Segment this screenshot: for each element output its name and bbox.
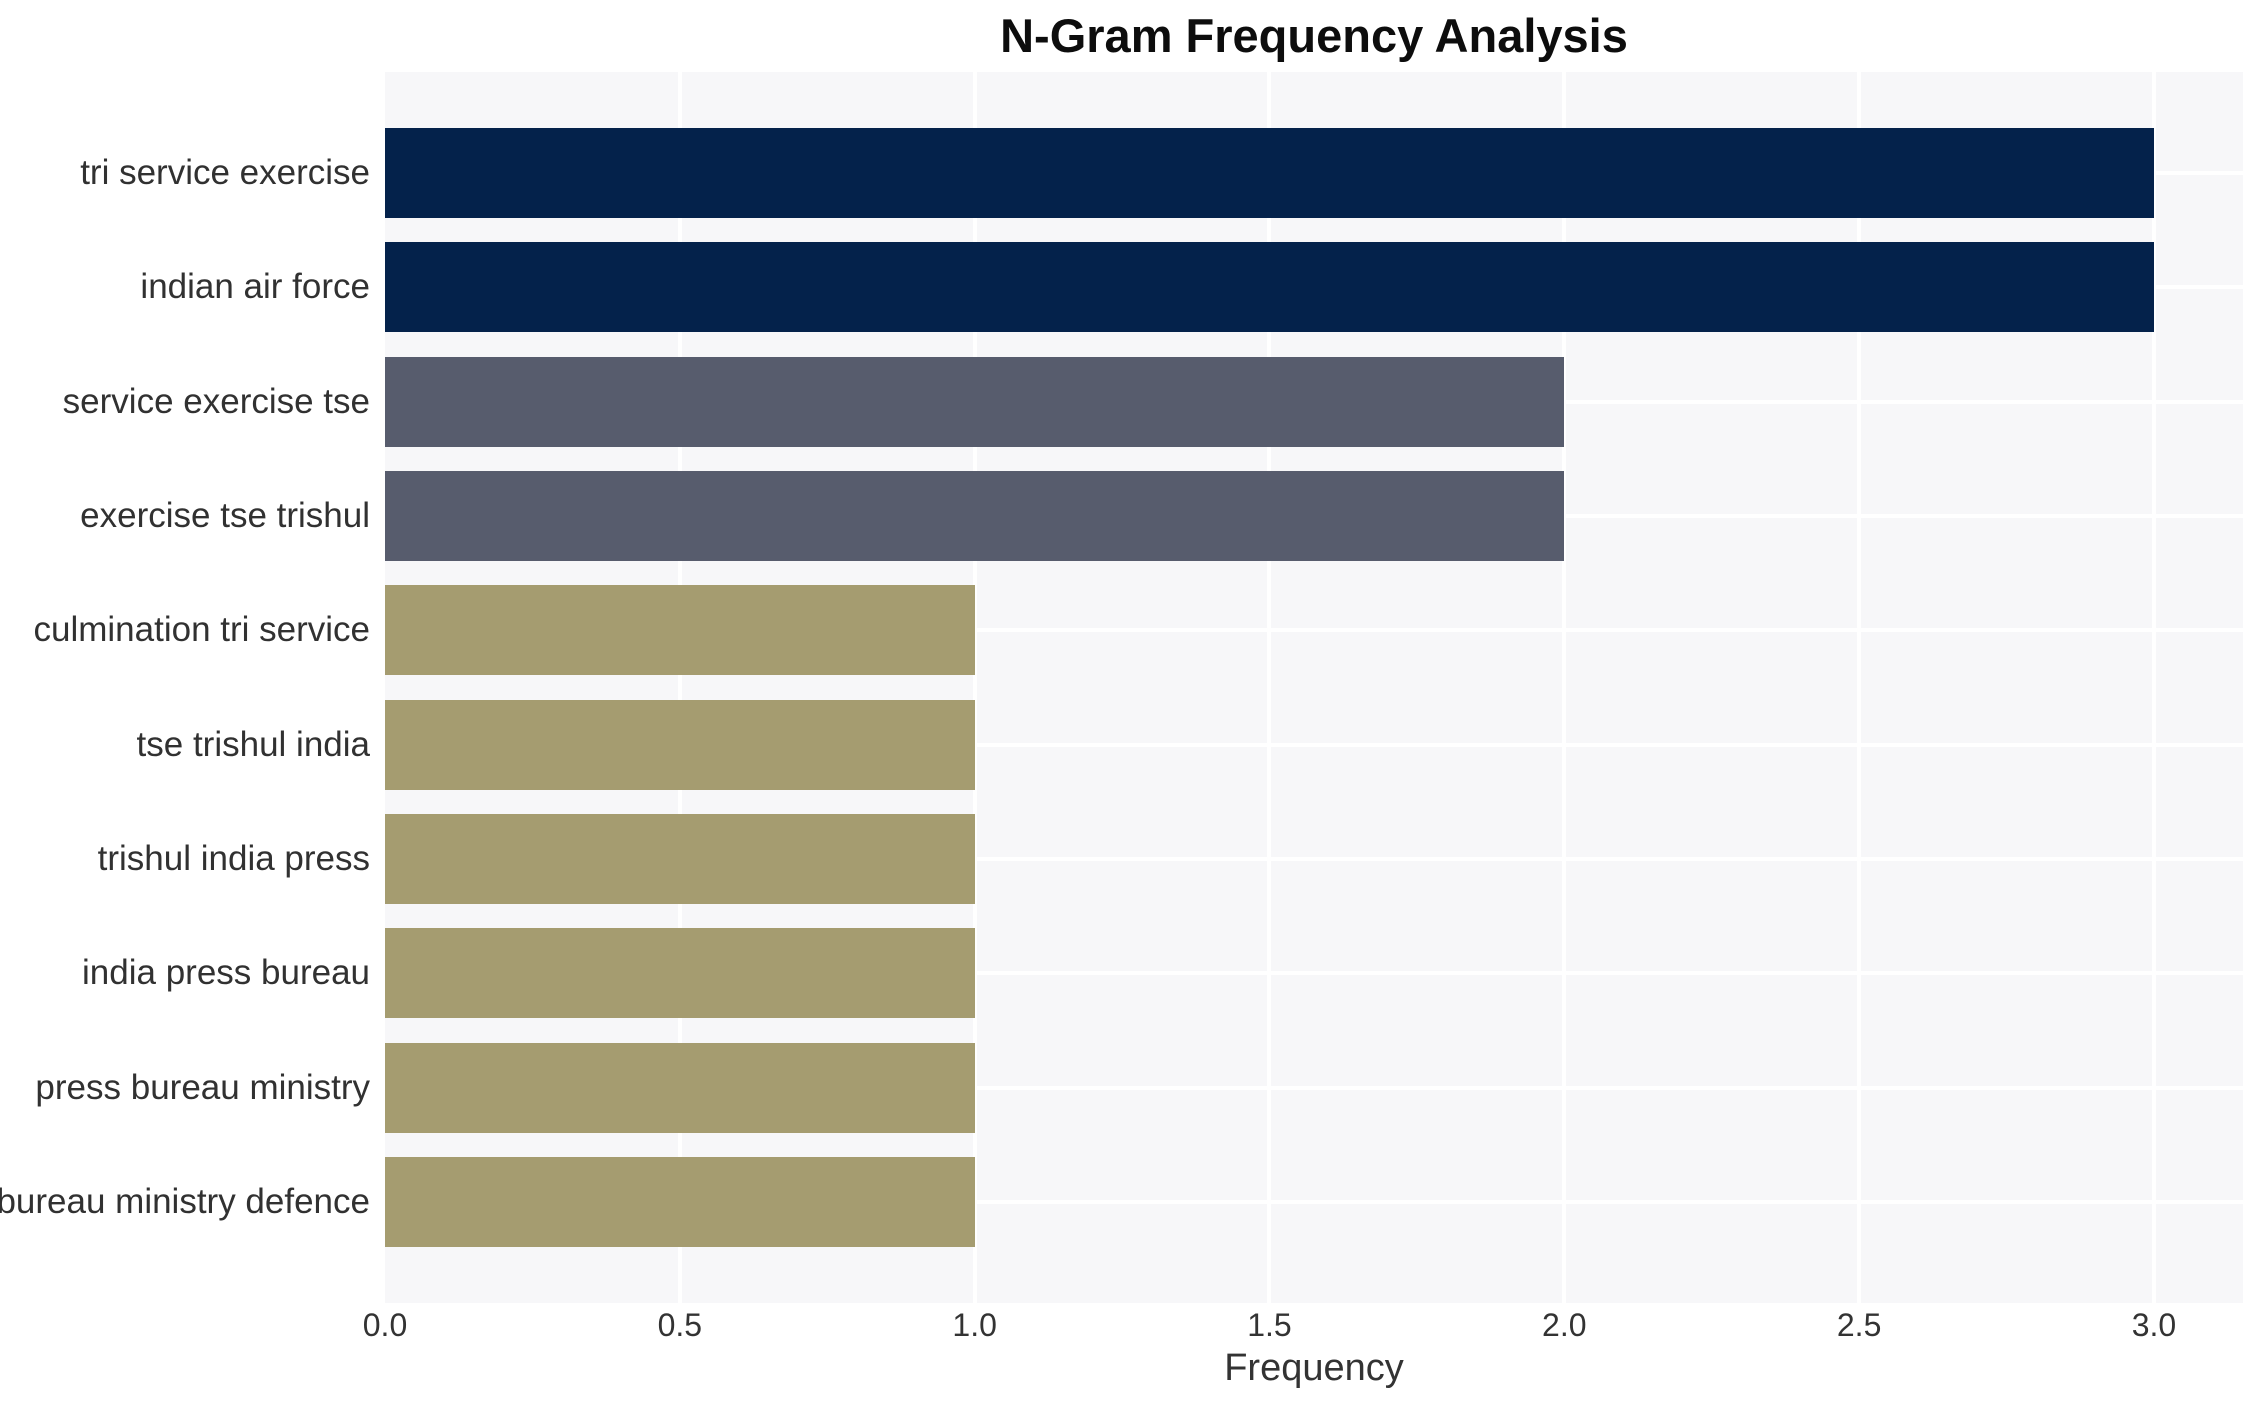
x-tick-label: 1.0 <box>952 1307 997 1343</box>
bar-row <box>385 459 2243 573</box>
h-gridline <box>385 1085 2243 1090</box>
bar-row <box>385 573 2243 687</box>
bar-row <box>385 1030 2243 1144</box>
category-label: tse trishul india <box>136 724 370 764</box>
x-tick-label: 3.0 <box>2131 1307 2177 1343</box>
bar-trishul-india-press <box>385 813 975 904</box>
v-gridline-0.5 <box>677 72 682 1303</box>
bar-exercise-tse-trishul <box>385 471 1565 562</box>
bar-row <box>385 802 2243 916</box>
x-tick-label: 2.5 <box>1836 1307 1882 1343</box>
category-label: press bureau ministry <box>35 1067 370 1107</box>
v-gridline-3.0 <box>2151 72 2156 1303</box>
chart-title: N-Gram Frequency Analysis <box>1000 9 1628 62</box>
h-gridline <box>385 856 2243 861</box>
x-axis-ticks: 0.0 0.5 1.0 1.5 2.0 2.5 3.0 <box>363 1307 2243 1343</box>
bar-row <box>385 687 2243 801</box>
x-tick-label: 1.5 <box>1247 1307 1292 1343</box>
h-gridline <box>385 742 2243 747</box>
bar-tse-trishul-india <box>385 699 975 790</box>
v-gridline-2.5 <box>1857 72 1862 1303</box>
bar-row <box>385 230 2243 344</box>
bar-service-exercise-tse <box>385 356 1565 447</box>
bar-bureau-ministry-defence <box>385 1156 975 1247</box>
category-label: trishul india press <box>97 838 370 878</box>
x-tick-label: 0.5 <box>657 1307 703 1343</box>
bar-tri-service-exercise <box>385 128 2154 219</box>
bar-indian-air-force <box>385 242 2154 333</box>
category-label: culmination tri service <box>33 610 371 650</box>
category-label: indian air force <box>140 267 370 307</box>
v-gridline-2.0 <box>1562 72 1567 1303</box>
category-label: bureau ministry defence <box>0 1181 370 1221</box>
h-gridline <box>385 971 2243 976</box>
v-gridline-1.5 <box>1267 72 1272 1303</box>
x-axis-label: Frequency <box>1224 1347 1404 1389</box>
h-gridline <box>385 1199 2243 1204</box>
bar-row <box>385 916 2243 1030</box>
category-label: service exercise tse <box>62 381 370 421</box>
bar-press-bureau-ministry <box>385 1042 975 1133</box>
bar-culmination-tri-service <box>385 585 975 676</box>
x-tick-label: 2.0 <box>1542 1307 1587 1343</box>
h-gridline <box>385 628 2243 633</box>
bar-row <box>385 1145 2243 1259</box>
category-label: exercise tse trishul <box>80 496 370 536</box>
bar-row <box>385 116 2243 230</box>
v-gridline-1.0 <box>972 72 977 1303</box>
bar-row <box>385 345 2243 459</box>
category-label: tri service exercise <box>80 153 370 193</box>
bar-rows <box>385 72 2243 1303</box>
plot-area <box>385 72 2243 1303</box>
category-axis: tri service exercise indian air force serv… <box>0 72 377 1303</box>
category-label: india press bureau <box>82 953 370 993</box>
x-tick-label: 0.0 <box>362 1307 408 1343</box>
bar-india-press-bureau <box>385 928 975 1019</box>
